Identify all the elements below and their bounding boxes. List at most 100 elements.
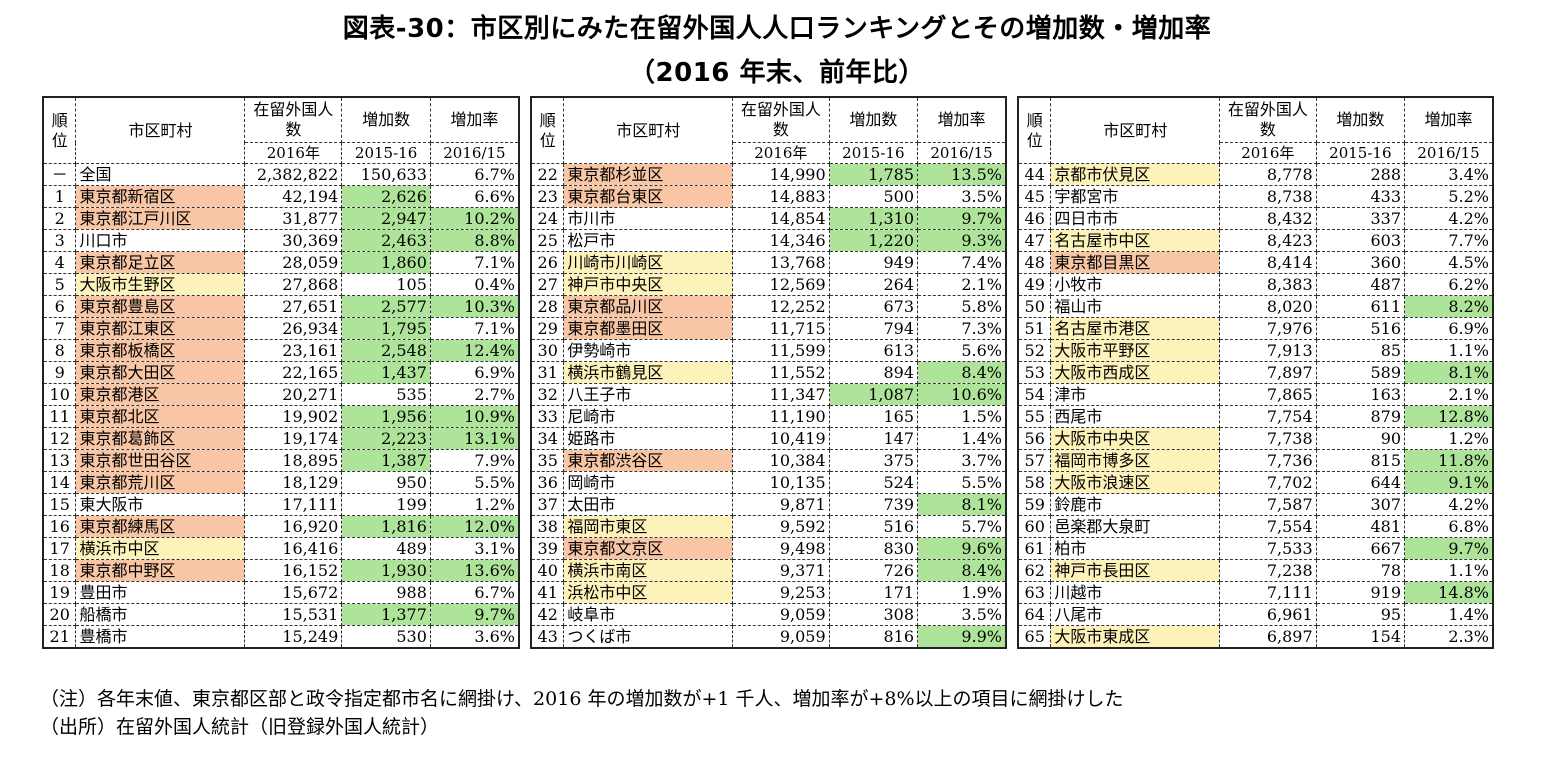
increase-cell: 78 (1315, 559, 1406, 582)
table-row: 62 神戸市長田区 7,238 78 1.1% (1017, 559, 1494, 582)
header-year: 2016年 (244, 142, 343, 164)
table-row: 19 豊田市 15,672 988 6.7% (42, 581, 520, 604)
increase-cell: 1,795 (341, 317, 431, 340)
growth-rate-cell: 4.5% (1404, 251, 1494, 274)
table-row: 43 つくば市 9,059 816 9.9% (530, 625, 1007, 649)
increase-cell: 150,633 (341, 163, 431, 186)
header-ratio-period: 2016/15 (429, 142, 520, 164)
table-row: 4 東京都足立区 28,059 1,860 7.1% (42, 251, 520, 274)
rank-cell: 42 (530, 603, 565, 626)
table-row: 40 横浜市南区 9,371 726 8.4% (530, 559, 1007, 582)
increase-cell: 516 (828, 515, 919, 538)
source-note: （出所）在留外国人統計（旧登録外国人統計） (40, 716, 440, 738)
header-municipality: 市区町村 (75, 96, 246, 164)
population-cell: 16,920 (244, 515, 343, 538)
increase-cell: 673 (828, 295, 919, 318)
growth-rate-cell: 1.2% (1404, 427, 1494, 450)
growth-rate-cell: 3.5% (917, 603, 1007, 626)
growth-rate-cell: 9.3% (917, 229, 1007, 252)
increase-cell: 264 (828, 273, 919, 296)
increase-cell: 105 (341, 273, 431, 296)
population-cell: 7,897 (1219, 361, 1317, 384)
population-cell: 8,738 (1219, 185, 1317, 208)
table-row: 1 東京都新宿区 42,194 2,626 6.6% (42, 185, 520, 208)
header-rank: 順位 (530, 96, 565, 164)
header-increase: 増加数 (341, 96, 431, 143)
growth-rate-cell: 2.3% (1404, 625, 1494, 649)
growth-rate-cell: 3.5% (917, 185, 1007, 208)
page-subtitle: （2016 年末、前年比） (629, 58, 925, 88)
municipality-cell: 福岡市博多区 (1050, 449, 1220, 472)
rank-cell: 35 (530, 449, 565, 472)
increase-cell: 2,626 (341, 185, 431, 208)
rank-cell: 18 (42, 559, 77, 582)
rank-cell: 43 (530, 625, 565, 649)
table-row: 22 東京都杉並区 14,990 1,785 13.5% (530, 163, 1007, 186)
population-cell: 11,599 (732, 339, 830, 362)
population-cell: 11,552 (732, 361, 830, 384)
municipality-cell: 岐阜市 (563, 603, 733, 626)
rank-cell: 29 (530, 317, 565, 340)
increase-cell: 815 (1315, 449, 1406, 472)
increase-cell: 360 (1315, 251, 1406, 274)
rank-cell: 61 (1017, 537, 1052, 560)
municipality-cell: 全国 (75, 163, 246, 186)
table-row: 44 京都市伏見区 8,778 288 3.4% (1017, 163, 1494, 186)
population-cell: 7,702 (1219, 471, 1317, 494)
municipality-cell: 尼崎市 (563, 405, 733, 428)
rank-cell: 54 (1017, 383, 1052, 406)
municipality-cell: 東京都文京区 (563, 537, 733, 560)
growth-rate-cell: 8.2% (1404, 295, 1494, 318)
growth-rate-cell: 7.1% (429, 317, 520, 340)
increase-cell: 1,860 (341, 251, 431, 274)
population-cell: 17,111 (244, 493, 343, 516)
rank-cell: 34 (530, 427, 565, 450)
growth-rate-cell: 1.4% (1404, 603, 1494, 626)
ranking-table-1: 順位 市区町村 在留外国人数 増加数 増加率 2016年 2015-16 2016/15 －全国… (42, 96, 520, 649)
population-cell: 8,020 (1219, 295, 1317, 318)
table-row: 5 大阪市生野区 27,868 105 0.4% (42, 273, 520, 296)
growth-rate-cell: 5.5% (917, 471, 1007, 494)
population-cell: 9,059 (732, 603, 830, 626)
table-row: 24 市川市 14,854 1,310 9.7% (530, 207, 1007, 230)
population-cell: 22,165 (244, 361, 343, 384)
increase-cell: 1,437 (341, 361, 431, 384)
growth-rate-cell: 3.6% (429, 625, 520, 649)
rank-cell: 6 (42, 295, 77, 318)
growth-rate-cell: 9.7% (1404, 537, 1494, 560)
table-row: 39 東京都文京区 9,498 830 9.6% (530, 537, 1007, 560)
table-row: 34 姫路市 10,419 147 1.4% (530, 427, 1007, 450)
population-cell: 18,895 (244, 449, 343, 472)
municipality-cell: 東京都江戸川区 (75, 207, 246, 230)
table-row: 27 神戸市中央区 12,569 264 2.1% (530, 273, 1007, 296)
population-cell: 30,369 (244, 229, 343, 252)
municipality-cell: 東京都板橋区 (75, 339, 246, 362)
growth-rate-cell: 1.4% (917, 427, 1007, 450)
municipality-cell: 東京都杉並区 (563, 163, 733, 186)
increase-cell: 794 (828, 317, 919, 340)
table-row: 47 名古屋市中区 8,423 603 7.7% (1017, 229, 1494, 252)
header-increase: 増加数 (828, 96, 919, 143)
growth-rate-cell: 9.9% (917, 625, 1007, 649)
population-cell: 8,414 (1219, 251, 1317, 274)
municipality-cell: 東京都台東区 (563, 185, 733, 208)
rank-cell: 25 (530, 229, 565, 252)
municipality-cell: 大阪市浪速区 (1050, 471, 1220, 494)
increase-cell: 1,387 (341, 449, 431, 472)
municipality-cell: 八王子市 (563, 383, 733, 406)
growth-rate-cell: 2.7% (429, 383, 520, 406)
increase-cell: 1,956 (341, 405, 431, 428)
rank-cell: 14 (42, 471, 77, 494)
municipality-cell: 東京都中野区 (75, 559, 246, 582)
increase-cell: 288 (1315, 163, 1406, 186)
population-cell: 15,672 (244, 581, 343, 604)
increase-cell: 375 (828, 449, 919, 472)
population-cell: 9,253 (732, 581, 830, 604)
growth-rate-cell: 8.8% (429, 229, 520, 252)
municipality-cell: 京都市伏見区 (1050, 163, 1220, 186)
municipality-cell: 松戸市 (563, 229, 733, 252)
growth-rate-cell: 14.8% (1404, 581, 1494, 604)
population-cell: 9,059 (732, 625, 830, 649)
municipality-cell: 市川市 (563, 207, 733, 230)
increase-cell: 830 (828, 537, 919, 560)
